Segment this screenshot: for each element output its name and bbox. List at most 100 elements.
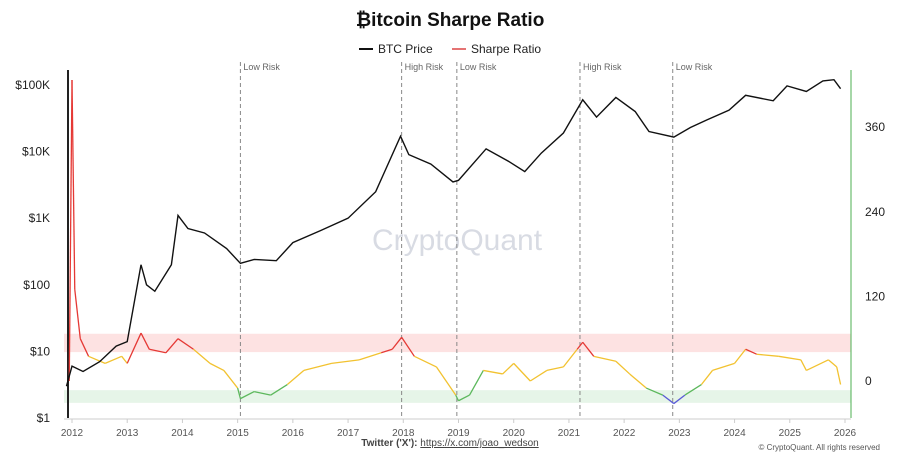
sharpe-segment	[88, 355, 106, 364]
x-tick-label: 2017	[337, 428, 360, 439]
event-label: Low Risk	[243, 62, 280, 72]
sharpe-segment	[140, 332, 150, 350]
sharpe-segment	[662, 394, 675, 405]
legend-swatch	[358, 48, 373, 50]
sharpe-segment	[358, 352, 382, 361]
sharpe-segment	[104, 355, 122, 364]
sharpe-segment	[700, 370, 713, 385]
sharpe-segment	[593, 355, 617, 362]
sharpe-segment	[455, 394, 460, 402]
y-left-tick: $100	[23, 278, 50, 292]
sharpe-segment	[270, 383, 288, 396]
sharpe-segment	[121, 355, 128, 364]
sharpe-segment	[414, 355, 437, 368]
sharpe-segment	[435, 366, 457, 396]
sharpe-segment	[582, 341, 595, 357]
sharpe-segment	[800, 359, 807, 371]
footer: Twitter ('X'): https://x.com/joao_wedson	[0, 438, 900, 449]
sharpe-segment	[756, 353, 779, 357]
sharpe-segment	[68, 79, 73, 382]
sharpe-segment	[223, 370, 239, 389]
sharpe-segment	[712, 362, 735, 372]
x-tick-label: 2025	[779, 428, 802, 439]
sharpe-segment	[237, 387, 242, 399]
sharpe-segment	[240, 390, 255, 400]
sharpe-segment	[165, 338, 179, 354]
sharpe-segment	[745, 348, 757, 355]
y-left-tick: $10	[30, 344, 50, 358]
twitter-label: Twitter ('X'):	[361, 438, 418, 449]
sharpe-segment	[546, 366, 564, 372]
sharpe-segment	[673, 394, 686, 405]
y-left-tick: $1	[37, 411, 51, 425]
sharpe-segment	[645, 387, 664, 396]
x-tick-label: 2024	[723, 428, 746, 439]
event-label: High Risk	[405, 62, 444, 72]
x-tick-label: 2023	[668, 428, 691, 439]
sharpe-segment	[562, 348, 578, 368]
y-right-tick: 240	[865, 205, 885, 219]
legend-label: Sharpe Ratio	[470, 42, 542, 56]
x-tick-label: 2021	[558, 428, 581, 439]
legend-swatch	[451, 48, 466, 50]
event-label: High Risk	[583, 62, 622, 72]
x-tick-label: 2012	[61, 428, 84, 439]
sharpe-segment	[615, 360, 631, 375]
sharpe-segment	[734, 348, 747, 364]
sharpe-segment	[193, 348, 211, 364]
btc-price-line	[65, 78, 842, 387]
event-label: Low Risk	[676, 62, 713, 72]
sharpe-segment	[401, 336, 415, 357]
legend-label: BTC Price	[377, 42, 433, 56]
x-tick-label: 2014	[171, 428, 194, 439]
sharpe-segment	[177, 338, 194, 350]
x-tick-label: 2013	[116, 428, 139, 439]
sharpe-segment	[254, 390, 271, 396]
y-right-tick: 360	[865, 120, 885, 134]
sharpe-segment	[468, 370, 484, 396]
sharpe-segment	[483, 369, 503, 375]
y-right-tick: 120	[865, 289, 885, 303]
sharpe-segment	[286, 369, 305, 386]
event-label: Low Risk	[460, 62, 497, 72]
sharpe-segment	[828, 359, 838, 368]
y-right-tick: 0	[865, 374, 872, 388]
x-tick-label: 2022	[613, 428, 636, 439]
y-left-tick: $100K	[15, 78, 50, 92]
x-tick-label: 2018	[392, 428, 415, 439]
sharpe-segment	[836, 366, 842, 385]
sharpe-segment	[331, 359, 360, 365]
sharpe-segment	[576, 341, 584, 350]
legend-item-sharpe[interactable]: Sharpe Ratio	[451, 42, 542, 56]
sharpe-segment	[74, 289, 81, 339]
legend-item-btc[interactable]: BTC Price	[358, 42, 433, 56]
risk-band	[64, 390, 851, 403]
sharpe-segment	[209, 362, 225, 372]
sharpe-segment	[126, 332, 142, 364]
x-tick-label: 2016	[282, 428, 305, 439]
x-tick-label: 2019	[447, 428, 470, 439]
sharpe-segment	[778, 355, 801, 361]
sharpe-segment	[629, 373, 647, 389]
x-tick-label: 2026	[834, 428, 857, 439]
sharpe-segment	[381, 348, 393, 354]
y-left-tick: $1K	[29, 211, 50, 225]
sharpe-segment	[149, 348, 166, 354]
sharpe-segment	[806, 359, 829, 372]
y-left-tick: $10K	[22, 145, 50, 159]
sharpe-segment	[513, 362, 531, 382]
chart-title: ₿itcoin Sharpe Ratio	[355, 10, 545, 31]
sharpe-segment	[79, 338, 90, 357]
twitter-link[interactable]: https://x.com/joao_wedson	[420, 438, 539, 449]
sharpe-segment	[684, 383, 702, 396]
sharpe-segment	[458, 394, 470, 402]
legend: BTC Price Sharpe Ratio	[0, 39, 900, 56]
sharpe-segment	[303, 362, 332, 372]
risk-band	[64, 333, 851, 353]
x-tick-label: 2015	[227, 428, 250, 439]
sharpe-segment	[71, 79, 76, 290]
sharpe-segment	[391, 336, 403, 350]
x-tick-label: 2020	[503, 428, 526, 439]
